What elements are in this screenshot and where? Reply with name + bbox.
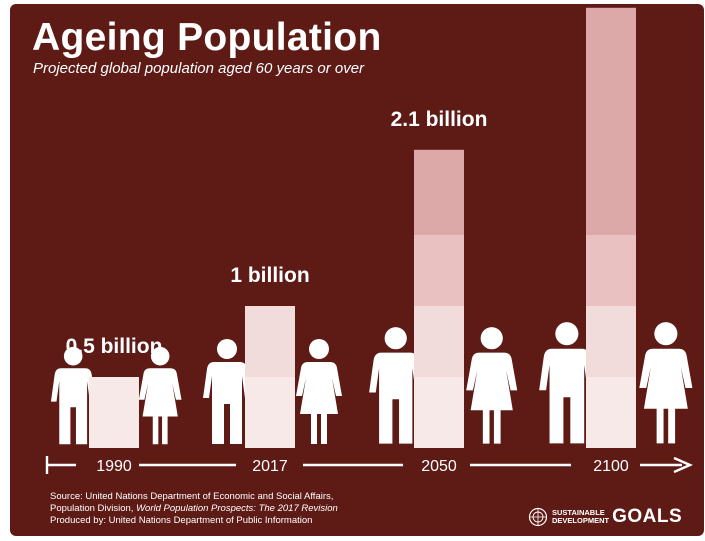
value-label-1990: 0.5 billion bbox=[66, 335, 163, 358]
bar-2017-segment bbox=[245, 377, 295, 448]
woman-figure-icon bbox=[466, 327, 518, 444]
timeline-arrow-icon bbox=[673, 456, 693, 474]
bar-2050-segment bbox=[414, 306, 464, 377]
sdg-logo-goals: GOALS bbox=[612, 506, 683, 527]
year-label-2100: 2100 bbox=[593, 458, 629, 475]
bar-2100-segment bbox=[586, 306, 636, 377]
bar-2050-segment bbox=[414, 377, 464, 448]
year-label-1990: 1990 bbox=[96, 458, 132, 475]
bar-2017-segment bbox=[245, 306, 295, 377]
source-line-2: Population Division, World Population Pr… bbox=[50, 503, 338, 515]
page-title: Ageing Population bbox=[32, 16, 382, 59]
source-line-1: Source: United Nations Department of Eco… bbox=[50, 491, 334, 502]
bar-2100-segment bbox=[586, 93, 636, 164]
year-label-2017: 2017 bbox=[252, 458, 288, 475]
source-note: Source: United Nations Department of Eco… bbox=[50, 491, 338, 527]
bar-2050-segment bbox=[414, 149, 464, 164]
woman-figure-icon bbox=[296, 339, 342, 444]
bar-2100-segment bbox=[586, 235, 636, 306]
year-label-2050: 2050 bbox=[421, 458, 457, 475]
infographic-poster: Ageing Population Projected global popul… bbox=[10, 4, 704, 536]
woman-figure-icon bbox=[639, 322, 693, 444]
source-line-3: Produced by: United Nations Department o… bbox=[50, 515, 313, 526]
woman-figure-icon bbox=[138, 346, 182, 445]
un-emblem-icon bbox=[528, 507, 548, 527]
sdg-logo-small-text: SUSTAINABLE DEVELOPMENT bbox=[552, 509, 609, 525]
bar-2100-segment bbox=[586, 7, 636, 22]
man-figure-icon bbox=[50, 346, 96, 445]
sdg-logo: SUSTAINABLE DEVELOPMENT GOALS bbox=[528, 505, 682, 529]
bar-2050-segment bbox=[414, 164, 464, 235]
source-line-2-prefix: Population Division, bbox=[50, 503, 137, 514]
bar-2100-segment bbox=[586, 22, 636, 93]
page-subtitle: Projected global population aged 60 year… bbox=[33, 60, 365, 77]
man-figure-icon bbox=[203, 339, 251, 444]
value-label-2050: 2.1 billion bbox=[391, 108, 488, 131]
sdg-logo-line-2: DEVELOPMENT bbox=[552, 516, 610, 525]
bar-1990-segment bbox=[89, 377, 139, 448]
value-label-2017: 1 billion bbox=[230, 264, 309, 287]
sdg-logo-line-1: SUSTAINABLE bbox=[552, 508, 605, 517]
bar-2100-segment bbox=[586, 377, 636, 448]
bar-2100-segment bbox=[586, 164, 636, 235]
source-publication-title: World Population Prospects: The 2017 Rev… bbox=[136, 503, 338, 514]
bar-2050-segment bbox=[414, 235, 464, 306]
